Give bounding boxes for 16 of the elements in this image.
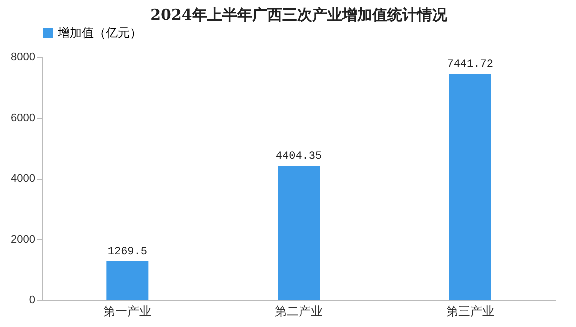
bar (449, 74, 492, 300)
y-tick-label: 8000 (11, 52, 36, 64)
data-label: 1269.5 (108, 246, 148, 258)
bar (106, 261, 149, 300)
legend-label: 增加值（亿元） (57, 26, 142, 40)
y-tick-label: 0 (29, 294, 36, 306)
chart-title: 2024年上半年广西三次产业增加值统计情况 (150, 6, 448, 24)
y-tick-label: 6000 (11, 112, 36, 124)
bar (278, 166, 320, 300)
data-label: 4404.35 (276, 151, 322, 164)
y-tick-label: 2000 (11, 234, 36, 246)
y-tick-label: 4000 (11, 173, 36, 185)
x-tick-label: 第二产业 (275, 304, 323, 318)
data-label: 7441.72 (447, 58, 494, 71)
x-tick-label: 第一产业 (104, 304, 152, 318)
x-tick-label: 第三产业 (446, 304, 494, 318)
